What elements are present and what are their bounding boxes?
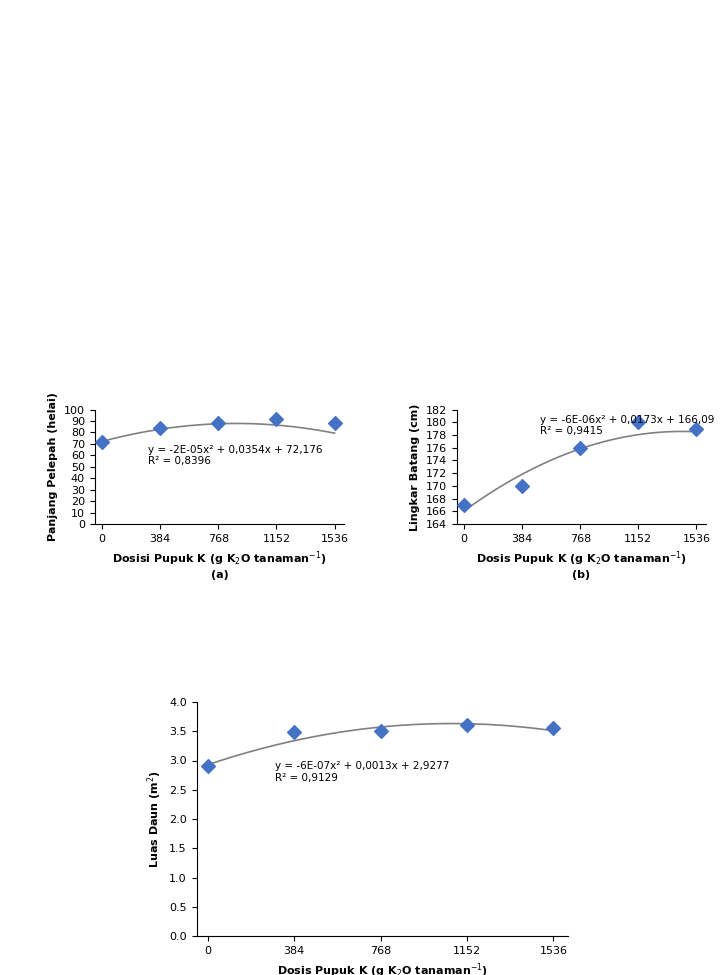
Point: [271, 410, 282, 426]
Title: (b): (b): [0, 974, 1, 975]
Point: [547, 720, 559, 735]
X-axis label: Dosis Pupuk K (g K$_2$O tanaman$^{-1}$)
(c): Dosis Pupuk K (g K$_2$O tanaman$^{-1}$) …: [277, 961, 488, 975]
Point: [516, 478, 528, 493]
Point: [213, 415, 224, 431]
Point: [96, 434, 108, 449]
Text: y = -6E-06x² + 0,0173x + 166,09
R² = 0,9415: y = -6E-06x² + 0,0173x + 166,09 R² = 0,9…: [539, 414, 714, 436]
Point: [154, 420, 166, 436]
X-axis label: Dosis Pupuk K (g K$_2$O tanaman$^{-1}$)
(b): Dosis Pupuk K (g K$_2$O tanaman$^{-1}$) …: [476, 550, 687, 580]
Point: [633, 414, 644, 430]
Point: [375, 722, 387, 738]
Title: (c): (c): [0, 974, 1, 975]
Y-axis label: Luas Daun (m$^2$): Luas Daun (m$^2$): [145, 770, 164, 868]
Point: [462, 717, 473, 732]
Y-axis label: Panjang Pelepah (helai): Panjang Pelepah (helai): [48, 392, 58, 541]
Title: (a): (a): [0, 974, 1, 975]
Point: [288, 724, 300, 740]
Text: y = -6E-07x² + 0,0013x + 2,9277
R² = 0,9129: y = -6E-07x² + 0,0013x + 2,9277 R² = 0,9…: [275, 761, 450, 783]
Y-axis label: Lingkar Batang (cm): Lingkar Batang (cm): [410, 404, 420, 530]
Point: [691, 421, 703, 437]
Text: y = -2E-05x² + 0,0354x + 72,176
R² = 0,8396: y = -2E-05x² + 0,0354x + 72,176 R² = 0,8…: [148, 445, 322, 466]
X-axis label: Dosisi Pupuk K (g K$_2$O tanaman$^{-1}$)
(a): Dosisi Pupuk K (g K$_2$O tanaman$^{-1}$)…: [112, 550, 327, 580]
Point: [329, 415, 341, 431]
Point: [574, 440, 586, 455]
Point: [459, 497, 470, 513]
Point: [202, 759, 213, 774]
